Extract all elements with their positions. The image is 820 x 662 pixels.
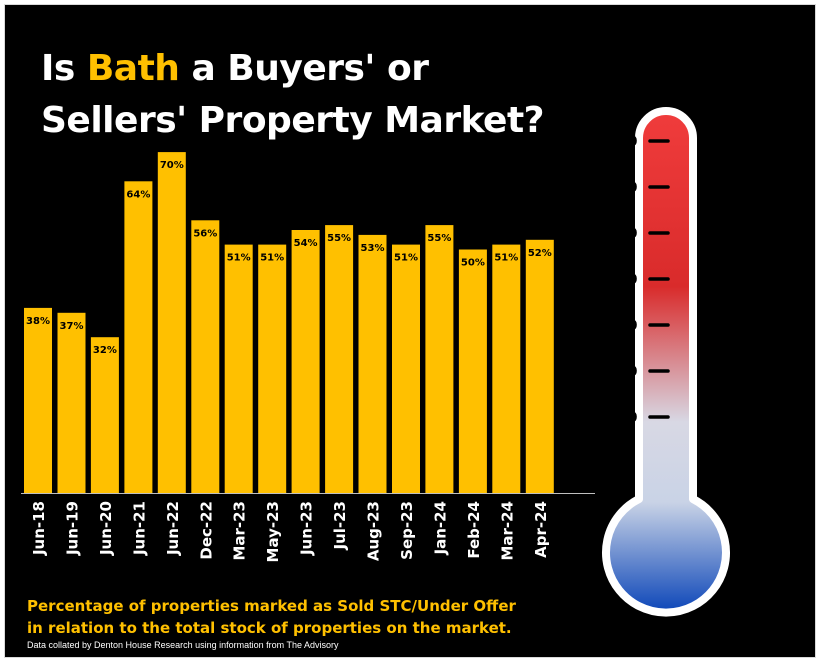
x-tick-Aug-23: Aug-23 <box>365 501 383 561</box>
x-tick-Feb-24: Feb-24 <box>465 501 483 559</box>
bar-Apr-24 <box>525 239 554 493</box>
data-label-Jun-19: 37% <box>60 321 84 332</box>
bar-Sep-23 <box>392 244 420 493</box>
bar-Aug-23 <box>358 234 387 493</box>
zone-label-0-line-0: Extreme <box>713 125 774 140</box>
zone-label-4-line-0: Buyers' <box>713 339 768 354</box>
x-tick-Mar-24: Mar-24 <box>498 501 516 561</box>
bar-chart: 38% Jun-18 37% Jun-19 32% Jun-20 64% Jun-21 70% J… <box>21 152 595 562</box>
data-label-Jun-23: 54% <box>294 238 318 249</box>
x-tick-Jun-18: Jun-18 <box>30 501 48 556</box>
scale-label-40: 40 <box>618 272 638 288</box>
bar-Jun-23 <box>291 230 320 493</box>
bar-Jan-24 <box>425 225 454 493</box>
zone-label-5-line-1: Buyers' <box>713 406 768 421</box>
data-source-note: Data collated by Denton House Research u… <box>27 640 339 650</box>
x-tick-Apr-24: Apr-24 <box>532 501 550 558</box>
x-tick-Dec-22: Dec-22 <box>197 501 215 560</box>
bar-Feb-24 <box>458 249 487 493</box>
scale-label-20: 20 <box>618 364 638 380</box>
data-label-Jan-24: 55% <box>427 233 451 244</box>
x-tick-Mar-23: Mar-23 <box>231 501 249 561</box>
zone-label-3-line-1: Market <box>713 304 764 319</box>
zone-label-2-line-0: Sellers' <box>713 243 767 258</box>
caption-line-1: Percentage of properties marked as Sold … <box>27 597 516 615</box>
zone-label-3-line-0: Balanced <box>713 289 780 304</box>
zone-label-0-line-2: Market <box>713 155 764 170</box>
data-label-Jun-22: 70% <box>160 160 184 171</box>
title-line1-suffix: a Buyers' or <box>179 48 429 89</box>
title-prefix: Is <box>41 48 87 89</box>
x-tick-May-23: May-23 <box>264 501 282 562</box>
footer-caption: Percentage of properties marked as Sold … <box>27 595 567 639</box>
x-tick-Jun-19: Jun-19 <box>64 501 82 556</box>
bar-May-23 <box>258 244 287 493</box>
data-label-Jun-20: 32% <box>93 345 117 356</box>
data-label-Sep-23: 51% <box>394 253 418 264</box>
zone-label-5-line-0: Extreme <box>713 391 774 406</box>
scale-label-80: 80 <box>618 101 638 104</box>
x-tick-Jun-22: Jun-22 <box>164 501 182 556</box>
x-tick-Jul-23: Jul-23 <box>331 501 349 551</box>
scale-label-70: 70 <box>618 134 638 150</box>
data-label-Mar-24: 51% <box>494 253 518 264</box>
zone-label-1-line-2: Market <box>713 214 764 229</box>
chart-title: Is Bath a Buyers' or Sellers' Property M… <box>41 43 545 147</box>
x-tick-Jun-23: Jun-23 <box>298 501 316 556</box>
scale-label-10: 10 <box>618 410 638 426</box>
data-label-Jun-18: 38% <box>26 316 50 327</box>
bar-Mar-24 <box>492 244 521 493</box>
scale-label-50: 50 <box>618 226 638 242</box>
zone-label-5-line-2: Market <box>713 421 764 436</box>
zone-label-1-line-0: Hot <box>713 184 739 199</box>
bar-Jun-20 <box>90 337 119 493</box>
data-label-May-23: 51% <box>260 253 284 264</box>
thermometer-body <box>602 107 730 617</box>
infographic: Is Bath a Buyers' or Sellers' Property M… <box>4 4 816 658</box>
scale-label-60: 60 <box>618 180 638 196</box>
market-thermometer: 1020304050607080ExtremeSellers'MarketHot… <box>602 101 780 617</box>
scale-label-30: 30 <box>618 318 638 334</box>
zone-label-1-line-1: Sellers' <box>713 199 767 214</box>
bar-Mar-23 <box>224 244 253 493</box>
title-highlight-bath: Bath <box>86 48 180 89</box>
x-tick-Jun-21: Jun-21 <box>130 501 148 556</box>
bar-Jun-19 <box>57 312 86 493</box>
zone-label-0-line-1: Sellers' <box>713 140 767 155</box>
zone-label-4-line-1: Market <box>713 354 764 369</box>
x-tick-Jan-24: Jan-24 <box>431 501 449 555</box>
bar-Jun-18 <box>24 307 52 493</box>
x-tick-Jun-20: Jun-20 <box>97 501 115 556</box>
zone-label-2-line-1: Market <box>713 258 764 273</box>
caption-line-2: in relation to the total stock of proper… <box>27 619 512 637</box>
title-line2: Sellers' Property Market? <box>41 100 545 141</box>
data-label-Aug-23: 53% <box>361 243 385 254</box>
bar-Dec-22 <box>191 220 220 494</box>
data-label-Jun-21: 64% <box>126 189 150 200</box>
data-label-Dec-22: 56% <box>193 228 217 239</box>
bar-Jun-22 <box>157 152 186 493</box>
data-label-Jul-23: 55% <box>327 233 351 244</box>
bar-Jul-23 <box>325 225 354 493</box>
x-tick-Sep-23: Sep-23 <box>398 501 416 560</box>
data-label-Apr-24: 52% <box>528 248 552 259</box>
data-label-Mar-23: 51% <box>227 253 251 264</box>
bar-Jun-21 <box>124 181 153 494</box>
data-label-Feb-24: 50% <box>461 258 485 269</box>
